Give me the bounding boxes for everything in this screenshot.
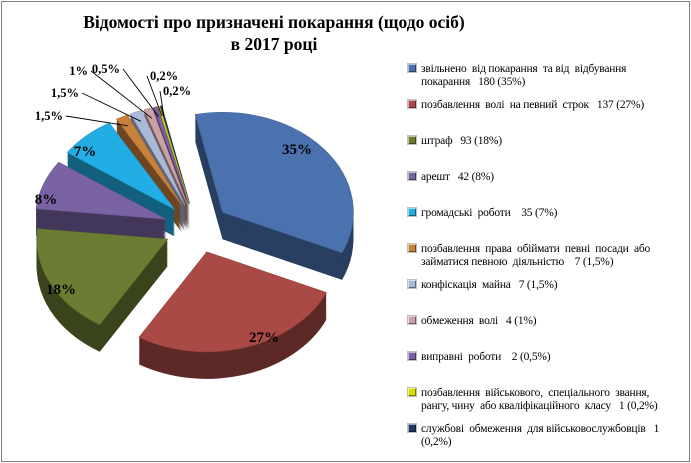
legend-label: службові обмеження для військовослужбовц… <box>421 423 660 448</box>
legend-label: позбавлення волі на певний строк 137 (27… <box>421 99 644 111</box>
legend-marker <box>407 99 417 109</box>
legend-marker <box>407 207 417 217</box>
legend-item: арешт 42 (8%) <box>407 168 672 204</box>
label-leader-line <box>146 75 163 117</box>
legend-marker <box>407 279 417 289</box>
chart-title: Відомості про призначені покарання (щодо… <box>0 11 548 55</box>
legend-label: позбавлення права обіймати певні посади … <box>421 243 651 268</box>
legend-item: звільнено від покарання та від відбуванн… <box>407 60 672 96</box>
pie-slice <box>36 228 169 326</box>
label-leader-line <box>159 90 165 116</box>
pie-slice <box>194 112 354 254</box>
label-leader-line <box>65 115 128 127</box>
legend-marker <box>407 171 417 181</box>
legend-label: арешт 42 (8%) <box>421 171 494 183</box>
legend-label: звільнено від покарання та від відбуванн… <box>421 63 627 88</box>
legend-marker <box>407 135 417 145</box>
pie-slice-label: 7% <box>74 144 97 160</box>
legend-label: громадські роботи 35 (7%) <box>421 207 558 219</box>
pie-slice-side <box>153 109 189 207</box>
pie-slice <box>159 105 191 204</box>
pie-slice <box>35 161 167 220</box>
legend-marker <box>407 423 417 433</box>
pie-slice <box>153 106 189 204</box>
legend-item: конфіскація майна 7 (1,5%) <box>407 276 672 312</box>
chart-legend: звільнено від покарання та від відбуванн… <box>407 60 672 456</box>
legend-label: обмеження волі 4 (1%) <box>421 315 537 327</box>
legend-marker <box>407 387 417 397</box>
legend-item: штраф 93 (18%) <box>407 132 672 168</box>
pie-slice-label: 1,5% <box>51 86 79 100</box>
legend-item: позбавлення волі на певний строк 137 (27… <box>407 96 672 132</box>
pie-slice-label: 27% <box>249 330 279 346</box>
pie-slice-side <box>153 108 189 206</box>
pie-slice-label: 35% <box>282 142 312 158</box>
pie-slice-label: 0,2% <box>150 69 178 83</box>
legend-marker <box>407 243 417 253</box>
legend-item: позбавлення права обіймати певні посади … <box>407 240 672 276</box>
label-leader-line <box>90 70 153 119</box>
pie-slice-label: 1,5% <box>35 109 63 123</box>
pie-slice-label: 0,2% <box>163 84 191 98</box>
chart-title-line1: Відомості про призначені покарання (щодо… <box>83 12 465 32</box>
legend-item: службові обмеження для військовослужбовц… <box>407 420 672 456</box>
pie-slice-label: 0,5% <box>92 62 120 76</box>
legend-marker <box>407 315 417 325</box>
legend-label: позбавлення військового, спеціального зв… <box>421 387 658 412</box>
legend-marker <box>407 63 417 73</box>
legend-label: штраф 93 (18%) <box>421 135 502 147</box>
chart-title-line2: в 2017 році <box>230 34 318 54</box>
pie-slice <box>138 251 327 353</box>
legend-label: виправні роботи 2 (0,5%) <box>421 351 551 363</box>
label-leader-line <box>122 68 160 118</box>
pie-slice-label: 1% <box>69 64 88 78</box>
legend-item: обмеження волі 4 (1%) <box>407 312 672 348</box>
pie-slice-label: 18% <box>46 282 76 298</box>
legend-item: громадські роботи 35 (7%) <box>407 204 672 240</box>
legend-item: позбавлення військового, спеціального зв… <box>407 384 672 420</box>
label-leader-line <box>81 92 141 122</box>
legend-item: виправні роботи 2 (0,5%) <box>407 348 672 384</box>
legend-marker <box>407 351 417 361</box>
legend-label: конфіскація майна 7 (1,5%) <box>421 279 558 291</box>
pie-slice-label: 8% <box>35 192 58 208</box>
